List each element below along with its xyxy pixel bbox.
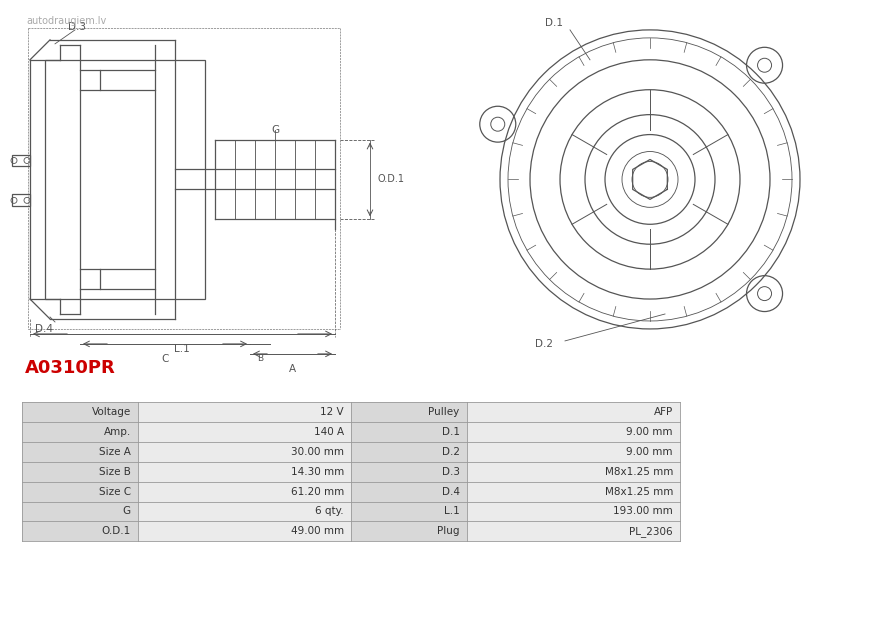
Text: Size B: Size B bbox=[99, 467, 131, 477]
Text: Size C: Size C bbox=[99, 487, 131, 497]
FancyBboxPatch shape bbox=[138, 482, 351, 502]
FancyBboxPatch shape bbox=[22, 442, 138, 462]
Bar bbox=[45, 60, 205, 299]
Text: Voltage: Voltage bbox=[92, 407, 131, 417]
Text: Pulley: Pulley bbox=[428, 407, 460, 417]
Text: D.1: D.1 bbox=[545, 18, 563, 28]
FancyBboxPatch shape bbox=[22, 462, 138, 482]
FancyBboxPatch shape bbox=[351, 442, 467, 462]
FancyBboxPatch shape bbox=[138, 521, 351, 541]
Text: Size A: Size A bbox=[99, 447, 131, 457]
Text: 6 qty.: 6 qty. bbox=[316, 506, 344, 516]
Text: 193.00 mm: 193.00 mm bbox=[613, 506, 673, 516]
Text: 140 A: 140 A bbox=[314, 427, 344, 437]
Text: 61.20 mm: 61.20 mm bbox=[291, 487, 344, 497]
FancyBboxPatch shape bbox=[351, 521, 467, 541]
Text: G: G bbox=[271, 125, 279, 135]
Text: M8x1.25 mm: M8x1.25 mm bbox=[605, 487, 673, 497]
Text: 30.00 mm: 30.00 mm bbox=[291, 447, 344, 457]
FancyBboxPatch shape bbox=[467, 422, 680, 442]
FancyBboxPatch shape bbox=[138, 442, 351, 462]
Text: D.2: D.2 bbox=[442, 447, 460, 457]
FancyBboxPatch shape bbox=[22, 521, 138, 541]
FancyBboxPatch shape bbox=[138, 422, 351, 442]
FancyBboxPatch shape bbox=[138, 462, 351, 482]
FancyBboxPatch shape bbox=[351, 402, 467, 422]
FancyBboxPatch shape bbox=[467, 482, 680, 502]
Text: Plug: Plug bbox=[437, 526, 460, 536]
Text: PL_2306: PL_2306 bbox=[629, 526, 673, 537]
Bar bbox=[12, 194, 30, 206]
Bar bbox=[12, 155, 30, 166]
FancyBboxPatch shape bbox=[351, 482, 467, 502]
Text: 9.00 mm: 9.00 mm bbox=[627, 427, 673, 437]
Text: 9.00 mm: 9.00 mm bbox=[627, 447, 673, 457]
Text: AFP: AFP bbox=[653, 407, 673, 417]
Text: D.1: D.1 bbox=[442, 427, 460, 437]
FancyBboxPatch shape bbox=[467, 462, 680, 482]
Text: O.D.1: O.D.1 bbox=[101, 526, 131, 536]
Text: A: A bbox=[288, 364, 295, 374]
FancyBboxPatch shape bbox=[467, 502, 680, 521]
Text: M8x1.25 mm: M8x1.25 mm bbox=[605, 467, 673, 477]
Text: C: C bbox=[161, 354, 169, 364]
FancyBboxPatch shape bbox=[22, 402, 138, 422]
Text: O.D.1: O.D.1 bbox=[377, 174, 404, 184]
Text: D.3: D.3 bbox=[68, 22, 86, 32]
Text: D.2: D.2 bbox=[535, 339, 553, 349]
Text: D.4: D.4 bbox=[442, 487, 460, 497]
Text: D.3: D.3 bbox=[442, 467, 460, 477]
Text: 14.30 mm: 14.30 mm bbox=[291, 467, 344, 477]
Text: B: B bbox=[257, 354, 263, 363]
Text: L.1: L.1 bbox=[174, 344, 190, 354]
FancyBboxPatch shape bbox=[351, 462, 467, 482]
FancyBboxPatch shape bbox=[22, 422, 138, 442]
Text: Amp.: Amp. bbox=[103, 427, 131, 437]
Text: L.1: L.1 bbox=[444, 506, 460, 516]
Text: 49.00 mm: 49.00 mm bbox=[291, 526, 344, 536]
FancyBboxPatch shape bbox=[138, 402, 351, 422]
FancyBboxPatch shape bbox=[467, 402, 680, 422]
FancyBboxPatch shape bbox=[467, 442, 680, 462]
Text: D.4: D.4 bbox=[35, 324, 53, 334]
FancyBboxPatch shape bbox=[467, 521, 680, 541]
FancyBboxPatch shape bbox=[22, 482, 138, 502]
Text: A0310PR: A0310PR bbox=[25, 359, 116, 377]
Text: autodraugiem.lv: autodraugiem.lv bbox=[27, 16, 107, 26]
Text: 12 V: 12 V bbox=[320, 407, 344, 417]
FancyBboxPatch shape bbox=[351, 502, 467, 521]
FancyBboxPatch shape bbox=[138, 502, 351, 521]
FancyBboxPatch shape bbox=[351, 422, 467, 442]
FancyBboxPatch shape bbox=[22, 502, 138, 521]
Text: G: G bbox=[123, 506, 131, 516]
